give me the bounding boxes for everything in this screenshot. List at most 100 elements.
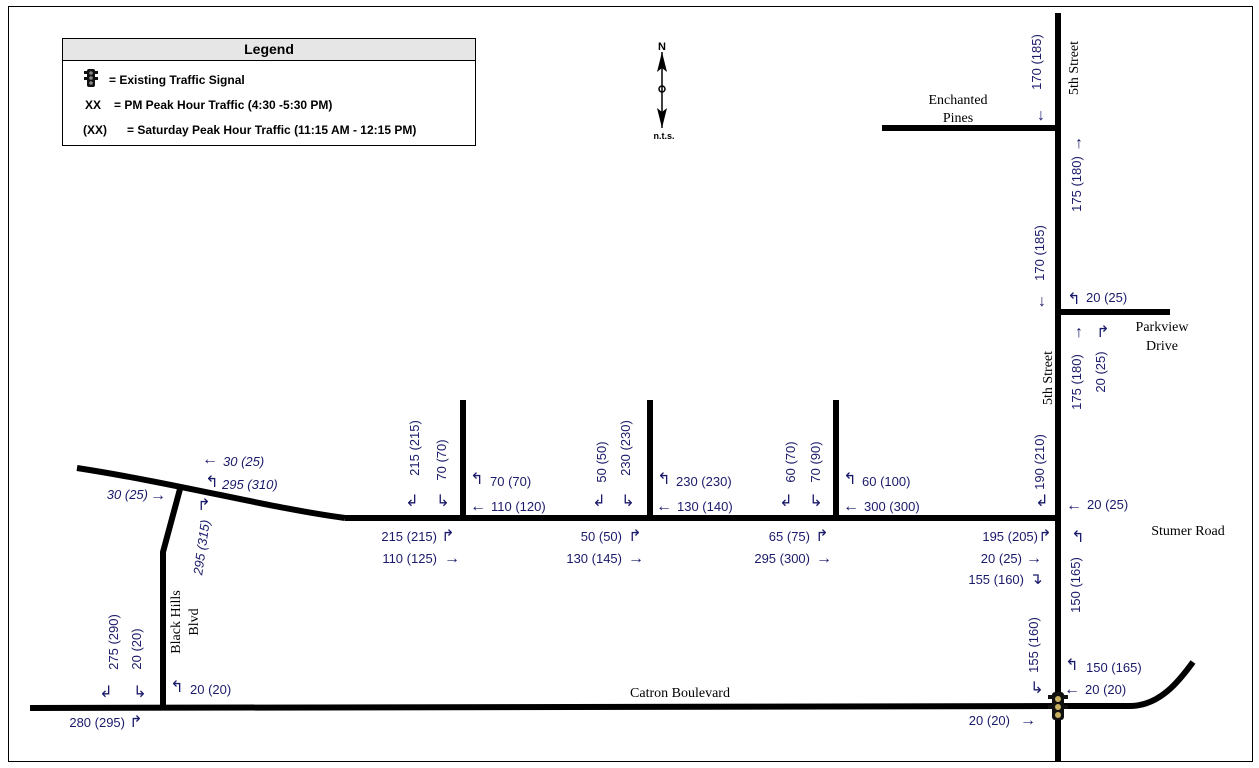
- direction-arrow-icon: ↳: [133, 684, 146, 701]
- volume-label: 50 (50): [581, 529, 622, 544]
- volume-label: 30 (25): [223, 454, 264, 469]
- street-drive: Drive: [1146, 339, 1178, 354]
- volume-label: 275 (290): [106, 614, 121, 670]
- volume-label: 300 (300): [864, 499, 920, 514]
- traffic-signal-icon: [1048, 692, 1068, 720]
- road-catron-east: [1058, 660, 1196, 709]
- direction-arrow-icon: →: [150, 487, 166, 504]
- direction-arrow-icon: ↑: [1075, 324, 1083, 341]
- legend-title: Legend: [63, 39, 475, 61]
- volume-label: 20 (20): [129, 628, 144, 669]
- legend-item-pm: = PM Peak Hour Traffic (4:30 -5:30 PM): [114, 98, 333, 112]
- map-frame: [8, 6, 1253, 762]
- volume-label: 175 (180): [1069, 354, 1084, 410]
- volume-label: 20 (25): [981, 551, 1022, 566]
- volume-label: 20 (25): [1093, 351, 1108, 392]
- volume-label: 150 (165): [1068, 557, 1083, 613]
- direction-arrow-icon: →: [628, 550, 644, 567]
- direction-arrow-icon: →: [816, 550, 832, 567]
- direction-arrow-icon: ↰: [1071, 529, 1084, 546]
- road-catron-boulevard: [29, 703, 1059, 711]
- direction-arrow-icon: →: [444, 550, 460, 567]
- direction-arrow-icon: ↰: [1065, 657, 1078, 674]
- volume-label: 20 (25): [1086, 290, 1127, 305]
- volume-label: 295 (315): [190, 519, 213, 577]
- legend-item-signal: = Existing Traffic Signal: [109, 73, 245, 87]
- legend-key-saturday: (XX): [83, 123, 107, 137]
- direction-arrow-icon: ↱: [197, 497, 210, 514]
- direction-arrow-icon: ↲: [592, 493, 605, 510]
- scale-note: n.t.s.: [653, 131, 674, 141]
- street-stumer: Stumer Road: [1151, 524, 1225, 539]
- direction-arrow-icon: ↱: [1096, 324, 1109, 341]
- street-enchanted: Enchanted: [928, 93, 987, 108]
- street-parkview: Parkview: [1136, 320, 1190, 335]
- direction-arrow-icon: ←: [656, 498, 672, 515]
- direction-arrow-icon: ↰: [657, 471, 670, 488]
- volume-label: 190 (210): [1032, 434, 1047, 490]
- direction-arrow-icon: →: [1020, 712, 1036, 729]
- direction-arrow-icon: ←: [470, 498, 486, 515]
- legend-item-saturday: = Saturday Peak Hour Traffic (11:15 AM -…: [127, 123, 417, 137]
- direction-arrow-icon: ↳: [436, 493, 449, 510]
- direction-arrow-icon: ↰: [1067, 291, 1080, 308]
- volume-label: 20 (25): [1087, 497, 1128, 512]
- direction-arrow-icon: ↱: [1038, 528, 1051, 545]
- roads: [29, 13, 1196, 762]
- direction-arrow-icon: →: [1026, 550, 1042, 567]
- volume-label: 20 (20): [190, 682, 231, 697]
- volume-label: 215 (215): [381, 529, 437, 544]
- volume-label: 150 (165): [1086, 660, 1142, 675]
- volume-label: 130 (140): [677, 499, 733, 514]
- street-blvd: Blvd: [187, 608, 202, 635]
- street-pines: Pines: [943, 111, 973, 126]
- direction-arrow-icon: ←: [1066, 497, 1082, 514]
- direction-arrow-icon: ↱: [129, 714, 142, 731]
- volume-label: 170 (185): [1032, 225, 1047, 281]
- direction-arrow-icon: ↓: [1037, 107, 1045, 124]
- street-black-hills: Black Hills: [169, 590, 184, 653]
- volume-label: 175 (180): [1069, 156, 1084, 212]
- direction-arrow-icon: ↱: [441, 528, 454, 545]
- direction-arrow-icon: ↴: [1029, 571, 1042, 588]
- direction-arrow-icon: ↰: [205, 474, 218, 491]
- direction-arrow-icon: ↰: [470, 471, 483, 488]
- volume-label: 155 (160): [968, 572, 1024, 587]
- direction-arrow-icon: ↱: [815, 528, 828, 545]
- volume-labels: 170 (185) ↓ 175 (180) ↑ 170 (185) ↓ ↰ 20…: [69, 34, 1141, 731]
- direction-arrow-icon: ↳: [1030, 680, 1043, 697]
- volume-label: 50 (50): [594, 441, 609, 482]
- volume-label: 60 (100): [862, 474, 910, 489]
- volume-label: 70 (70): [434, 439, 449, 480]
- volume-label: 170 (185): [1029, 34, 1044, 90]
- volume-label: 230 (230): [618, 420, 633, 476]
- volume-label: 110 (125): [382, 551, 437, 566]
- road-stumer-west: [76, 465, 346, 521]
- volume-label: 230 (230): [676, 474, 732, 489]
- volume-label: 65 (75): [769, 529, 810, 544]
- legend-box: Legend = Existing Traffic Signal XX = PM…: [62, 38, 476, 146]
- north-letter: N: [658, 41, 666, 53]
- direction-arrow-icon: ↰: [843, 471, 856, 488]
- volume-label: 130 (145): [566, 551, 622, 566]
- legend-key-pm: XX: [84, 98, 101, 112]
- direction-arrow-icon: ←: [843, 498, 859, 515]
- direction-arrow-icon: ↰: [170, 679, 183, 696]
- direction-arrow-icon: ←: [202, 451, 218, 468]
- volume-label: 60 (70): [783, 441, 798, 482]
- street-5th-mid: 5th Street: [1041, 351, 1056, 405]
- street-labels: Enchanted Pines 5th Street 5th Street Pa…: [169, 41, 1225, 701]
- direction-arrow-icon: ↓: [1038, 293, 1046, 310]
- direction-arrow-icon: ↲: [405, 493, 418, 510]
- volume-label: 20 (20): [1085, 682, 1126, 697]
- volume-label: 295 (310): [221, 477, 278, 492]
- volume-label: 215 (215): [407, 420, 422, 476]
- volume-label: 30 (25): [107, 487, 148, 502]
- volume-label: 280 (295): [69, 715, 125, 730]
- volume-label: 110 (120): [491, 499, 546, 514]
- direction-arrow-icon: ↲: [99, 684, 112, 701]
- volume-label: 295 (300): [754, 551, 810, 566]
- north-arrow-icon: N n.t.s.: [653, 41, 674, 141]
- volume-label: 70 (90): [808, 441, 823, 482]
